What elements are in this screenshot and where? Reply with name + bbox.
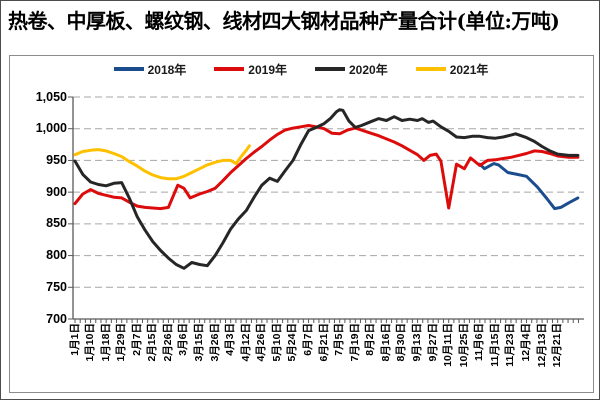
x-axis-label: 4月3日 [224, 323, 237, 356]
series-line-2018 [478, 162, 580, 211]
legend: 2018年 2019年 2020年 2021年 [1, 60, 599, 78]
x-axis-label: 11月15日 [488, 323, 501, 367]
legend-item-2019: 2019年 [214, 61, 287, 78]
x-axis-label: 3月26日 [208, 323, 221, 362]
x-axis-label: 4月12日 [239, 323, 252, 362]
x-axis-label: 8月16日 [379, 323, 392, 362]
series-line-2019 [73, 124, 580, 211]
legend-swatch-2018 [113, 67, 144, 71]
series-line-2020 [73, 108, 580, 270]
x-axis-label: 1月18日 [99, 323, 112, 362]
y-axis-label: 1,050 [35, 89, 67, 104]
legend-swatch-2019 [214, 67, 245, 71]
x-axis-label: 1月10日 [84, 323, 97, 362]
x-axis-label: 2月7日 [130, 323, 143, 356]
x-axis-label: 4月26日 [255, 323, 268, 362]
x-axis-label: 7月5日 [333, 323, 346, 356]
legend-item-2018: 2018年 [113, 61, 187, 78]
x-axis-label: 8月30日 [395, 323, 408, 362]
x-axis-label: 7月19日 [348, 323, 361, 362]
x-axis-label: 6月21日 [317, 323, 330, 362]
y-axis-label: 700 [46, 311, 67, 326]
x-axis-label: 2月15日 [146, 323, 159, 362]
chart-title: 热卷、中厚板、螺纹钢、线材四大钢材品种产量合计(单位:万吨) [8, 5, 598, 39]
x-axis-label: 11月23日 [504, 323, 517, 367]
x-axis-label: 8月2日 [364, 323, 377, 356]
y-axis-label: 750 [46, 279, 67, 294]
x-axis-label: 3月15日 [193, 323, 206, 362]
x-axis-label: 3月6日 [177, 323, 190, 356]
y-axis-label: 850 [46, 216, 67, 231]
x-axis-label: 12月21日 [551, 323, 564, 368]
x-axis-label: 12月4日 [520, 323, 533, 362]
x-axis-label: 1月1日 [68, 323, 81, 356]
x-axis-label: 11月6日 [473, 323, 486, 361]
chart-title-text: 热卷、中厚板、螺纹钢、线材四大钢材品种产量合计 [8, 11, 457, 33]
x-axis-label: 5月24日 [286, 323, 299, 362]
x-axis-label: 1月29日 [115, 323, 128, 362]
y-axis-label: 950 [46, 152, 67, 167]
legend-item-2021: 2021年 [415, 61, 489, 78]
legend-item-2020: 2020年 [315, 61, 388, 78]
legend-label-2018: 2018年 [147, 62, 187, 77]
x-axis-label: 10月11日 [442, 323, 455, 367]
chart-title-unit: (单位:万吨) [456, 9, 560, 33]
x-axis-label: 6月7日 [302, 323, 315, 356]
x-axis-label: 9月27日 [426, 323, 439, 362]
legend-swatch-2021 [415, 67, 446, 71]
y-axis-label: 900 [46, 184, 67, 199]
legend-label-2019: 2019年 [248, 62, 287, 77]
y-axis-label: 1,000 [35, 121, 67, 136]
x-axis-label: 5月10日 [270, 323, 283, 362]
legend-label-2020: 2020年 [349, 62, 388, 77]
x-axis-label: 9月13日 [411, 323, 424, 362]
x-axis-label: 12月13日 [535, 323, 548, 368]
y-axis-label: 800 [46, 248, 67, 263]
x-axis-label: 10月25日 [457, 323, 470, 368]
x-axis-label: 2月26日 [161, 323, 174, 362]
legend-swatch-2020 [315, 67, 345, 71]
legend-label-2021: 2021年 [449, 62, 489, 77]
series-line-2021 [73, 144, 251, 181]
